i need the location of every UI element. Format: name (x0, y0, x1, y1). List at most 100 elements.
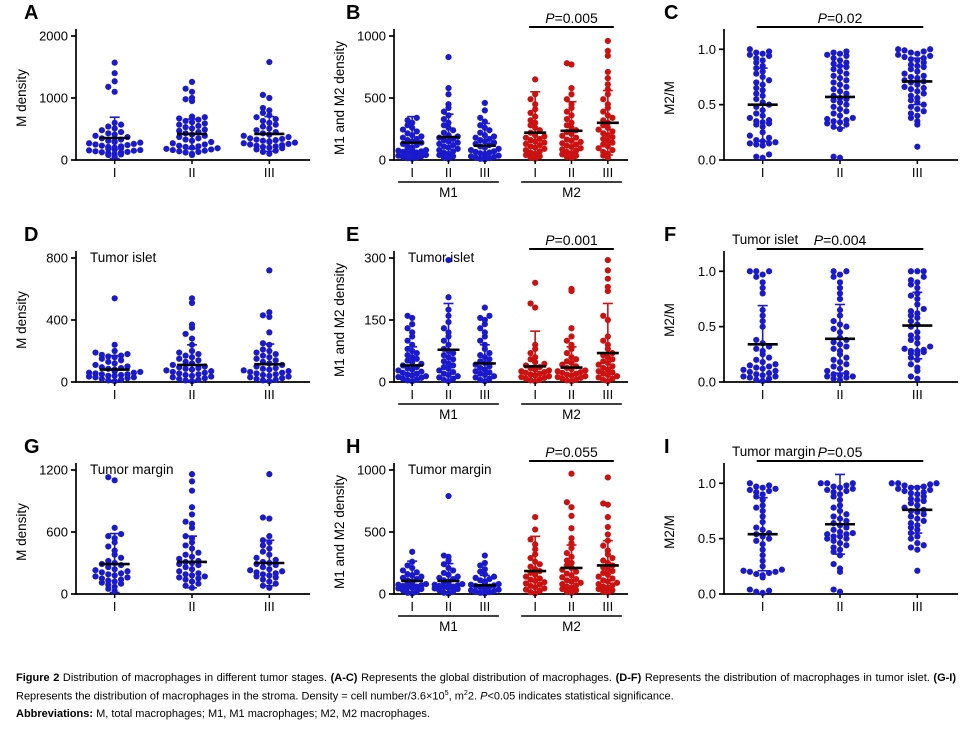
x-tick-label: III (912, 387, 923, 402)
data-point (843, 52, 850, 60)
data-point (105, 353, 112, 360)
data-point (490, 373, 498, 380)
data-point (259, 109, 267, 116)
data-point (247, 374, 254, 381)
data-point (830, 513, 837, 520)
data-point (914, 314, 921, 321)
data-point (914, 81, 921, 88)
data-point (486, 312, 493, 319)
data-point (137, 139, 144, 146)
data-point (824, 486, 831, 494)
data-point (914, 99, 921, 106)
data-point (753, 118, 760, 125)
data-point (259, 371, 267, 379)
data-point (182, 352, 189, 359)
data-point (477, 577, 484, 584)
data-point (454, 139, 461, 146)
data-point (545, 373, 553, 380)
data-point (920, 542, 927, 549)
x-tick-label: III (264, 599, 275, 614)
data-point (117, 376, 125, 383)
data-point (454, 573, 461, 580)
significance-label: P=0.004 (814, 232, 867, 248)
data-point (481, 329, 488, 336)
data-point (201, 375, 208, 382)
data-point (279, 375, 286, 382)
data-point (746, 46, 753, 53)
data-point (914, 68, 921, 75)
data-point (111, 125, 118, 132)
data-point (609, 575, 616, 582)
y-tick-label: 1200 (39, 463, 68, 478)
data-point (824, 531, 831, 538)
data-point (259, 571, 267, 578)
data-point (830, 533, 837, 540)
data-point (436, 151, 443, 159)
data-point (753, 376, 760, 383)
data-point (440, 589, 447, 596)
data-point (836, 347, 844, 355)
data-point (105, 474, 112, 481)
data-point (409, 564, 416, 572)
data-point (536, 561, 543, 568)
significance-label: P=0.001 (545, 232, 598, 248)
data-point (920, 90, 927, 97)
data-point (105, 564, 112, 571)
data-point (907, 347, 915, 355)
data-point (195, 371, 202, 378)
data-point (272, 115, 279, 123)
data-point (914, 301, 921, 308)
data-point (266, 341, 273, 348)
data-point (740, 567, 747, 574)
data-point (830, 318, 837, 325)
data-point (836, 515, 844, 522)
data-point (409, 119, 416, 126)
y-axis-title: M2/M (662, 81, 677, 115)
y-axis-title: M2/M (662, 515, 677, 549)
data-point (843, 531, 850, 538)
data-point (600, 364, 607, 372)
data-point (849, 480, 856, 487)
data-point (609, 128, 616, 135)
data-point (914, 329, 921, 336)
data-point (117, 570, 125, 577)
y-axis-title: M density (14, 291, 29, 349)
data-point (266, 533, 273, 540)
data-point (404, 352, 411, 359)
data-point (600, 358, 607, 365)
x-tick-label: I (761, 387, 765, 402)
data-point (413, 588, 420, 595)
data-point (259, 123, 267, 130)
data-point (759, 62, 766, 69)
data-point (440, 376, 447, 384)
data-point (604, 537, 611, 544)
data-point (404, 345, 411, 353)
data-point (568, 325, 575, 332)
data-point (604, 267, 611, 274)
data-point (563, 557, 570, 564)
data-point (266, 378, 273, 385)
panel-letter-d: D (24, 224, 39, 246)
data-point (92, 132, 99, 139)
data-point (85, 140, 93, 147)
x-tick-label: III (264, 165, 275, 180)
data-point (409, 321, 416, 328)
data-point (914, 88, 921, 95)
panel-letter-g: G (24, 436, 40, 458)
data-point (563, 570, 570, 577)
group-label: M2 (562, 619, 581, 634)
data-point (182, 149, 189, 156)
data-point (843, 83, 850, 91)
data-point (753, 336, 760, 344)
data-point (272, 143, 279, 150)
data-point (836, 376, 844, 383)
data-point (111, 59, 118, 66)
data-point (563, 153, 570, 160)
data-point (914, 522, 921, 529)
data-point (409, 341, 416, 348)
data-point (404, 143, 411, 150)
data-point (259, 104, 267, 112)
data-point (522, 146, 530, 154)
data-point (486, 576, 493, 583)
